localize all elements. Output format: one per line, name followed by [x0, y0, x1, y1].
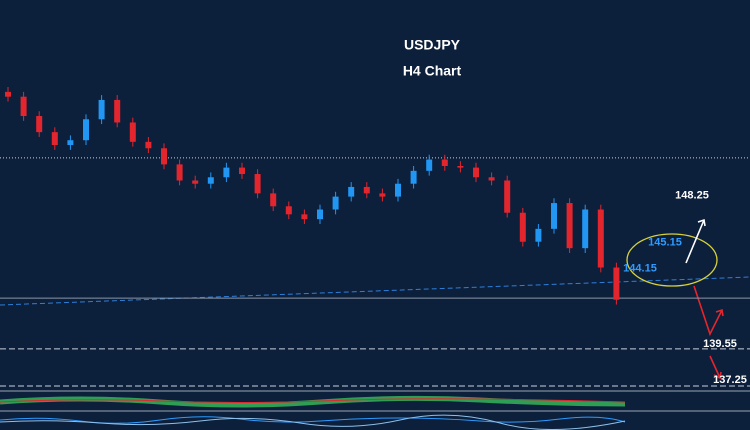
candle-body — [535, 228, 542, 242]
chart-subtitle: H4 Chart — [403, 63, 462, 79]
candle-body — [98, 99, 105, 120]
candle-body — [426, 159, 433, 171]
candle-body — [176, 164, 183, 181]
candle-body — [457, 165, 464, 168]
candle-body — [441, 159, 448, 166]
highlight-ellipse — [626, 233, 718, 287]
candle-body — [613, 267, 620, 300]
indicator-panel — [0, 390, 750, 430]
candle-body — [192, 180, 199, 184]
arrow-head — [697, 218, 706, 227]
price-label: 137.25 — [713, 374, 747, 386]
candle-body — [551, 203, 557, 229]
candle-body — [270, 193, 277, 207]
candle-body — [473, 167, 479, 178]
oscillator-line — [0, 414, 626, 430]
candle-body — [301, 214, 308, 220]
candle-body — [20, 96, 27, 117]
candle-body — [488, 177, 495, 181]
candle-body — [239, 167, 245, 175]
candle-body — [254, 174, 261, 194]
candle-body — [145, 141, 152, 149]
arrow-head — [715, 308, 724, 317]
candle-body — [67, 140, 74, 146]
candle-body — [161, 148, 167, 165]
candle-body — [83, 119, 89, 141]
arrow-head — [713, 371, 722, 380]
candle-body — [223, 167, 230, 178]
candle-body — [114, 99, 121, 123]
arrow-path — [693, 285, 723, 337]
candle-body — [285, 206, 292, 215]
candle-body — [519, 212, 526, 242]
trend-line — [0, 276, 750, 306]
candle-body — [395, 183, 401, 197]
price-label: 148.25 — [675, 190, 709, 202]
price-label: 144.15 — [623, 263, 657, 275]
candle-body — [51, 132, 58, 146]
candle-body — [129, 122, 136, 142]
candle-body — [36, 116, 43, 133]
projection-arrows — [685, 218, 724, 380]
signal-line — [0, 398, 626, 403]
chart-title: USDJPY — [404, 37, 461, 53]
price-label: 139.55 — [703, 338, 737, 350]
price-label: 145.15 — [648, 237, 682, 249]
candle-body — [363, 186, 370, 194]
candle-body — [379, 193, 386, 197]
candle-body — [317, 209, 323, 220]
candle-body — [332, 196, 339, 210]
arrow-up — [685, 219, 705, 264]
candle-body — [597, 209, 604, 268]
candle-body — [5, 91, 11, 97]
candle-body — [566, 203, 573, 249]
arrow-down — [709, 355, 721, 379]
candle-body — [410, 170, 417, 184]
candle-body — [207, 177, 214, 184]
candle-body — [582, 209, 589, 249]
candle-body — [348, 186, 355, 197]
candle-body — [504, 180, 511, 213]
